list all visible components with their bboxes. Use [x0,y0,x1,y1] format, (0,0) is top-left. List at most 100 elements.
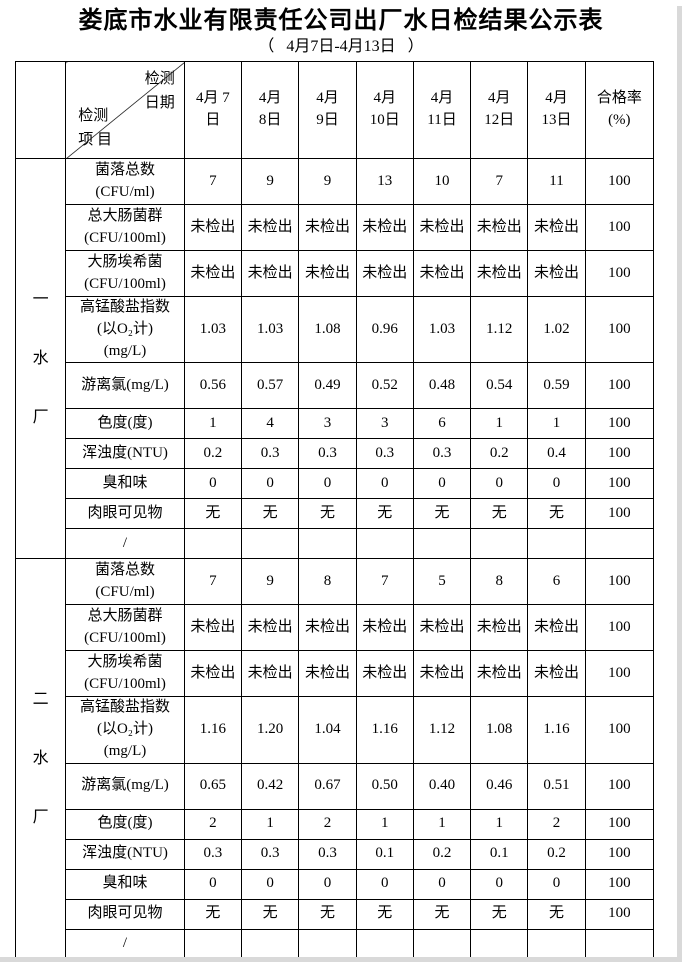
table-row: / [16,928,655,960]
value-cell [183,528,243,560]
value-cell: 13 [355,158,414,205]
table-row: / [16,528,655,560]
value-cell: 0.56 [183,362,243,410]
value-cell: 0.2 [183,438,243,470]
rate-cell: 100 [584,362,655,410]
value-cell: 0 [470,868,529,900]
value-cell: 未检出 [183,604,243,652]
results-table: 检测 日期 检测 项 目 4月 7 日 4月 8日 4月 9日 4月 10日 4月 11… [14,61,655,960]
value-cell: 11 [527,158,586,205]
row-label: 游离氯(mg/L) [65,762,185,810]
value-cell [470,528,529,560]
rate-cell: 100 [584,650,655,698]
value-cell: 2 [527,808,586,840]
rate-header: 合格率 (%) [584,61,655,159]
table-row: 臭和味 0 0 0 0 0 0 0 100 [16,468,655,500]
value-cell: 1.16 [527,696,586,764]
rate-cell: 100 [584,204,655,251]
value-cell: 0 [298,468,357,500]
value-cell: 无 [412,898,472,930]
value-cell: 7 [355,558,414,606]
value-cell: 0.2 [470,438,529,470]
value-cell: 未检出 [527,650,586,698]
rate-cell: 100 [584,808,655,840]
row-label: 菌落总数 (CFU/ml) [65,558,185,606]
rate-cell: 100 [584,468,655,500]
value-cell: 0.3 [412,438,472,470]
plant-label: 二水厂 [14,558,67,960]
value-cell: 1.08 [298,295,357,364]
rate-cell: 100 [584,838,655,870]
value-cell: 未检出 [241,250,300,297]
value-cell: 未检出 [183,204,243,251]
value-cell: 0.48 [412,362,472,410]
value-cell: 6 [412,408,472,440]
value-cell: 未检出 [470,250,529,297]
value-cell: 未检出 [241,604,300,652]
row-label: / [65,928,185,960]
header-row: 检测 日期 检测 项 目 4月 7 日 4月 8日 4月 9日 4月 10日 4月 11… [14,61,655,159]
value-cell: 0.4 [527,438,586,470]
row-label: 肉眼可见物 [65,898,185,930]
rate-cell: 100 [584,295,655,364]
value-cell: 未检出 [241,204,300,251]
value-cell: 1 [183,408,243,440]
table-row: 总大肠菌群 (CFU/100ml) 未检出 未检出 未检出 未检出 未检出 未检出 未检出 10… [16,604,655,652]
row-label: 菌落总数 (CFU/ml) [65,158,185,205]
value-cell: 无 [298,498,357,530]
header-empty-cell [14,61,67,159]
value-cell: 未检出 [527,250,586,297]
value-cell: 8 [298,558,357,606]
value-cell: 0.2 [527,838,586,870]
value-cell: 2 [183,808,243,840]
value-cell: 无 [183,898,243,930]
value-cell: 1.02 [527,295,586,364]
value-cell: 未检出 [298,650,357,698]
value-cell: 未检出 [470,604,529,652]
date-header: 4月 10日 [355,61,414,159]
value-cell: 0.52 [355,362,414,410]
value-cell: 0 [412,868,472,900]
value-cell: 0 [355,468,414,500]
corner-item-label: 检测 项 目 [78,108,112,148]
value-cell [298,928,357,960]
value-cell: 无 [355,498,414,530]
value-cell: 0.1 [470,838,529,870]
row-label: 肉眼可见物 [65,498,185,530]
value-cell: 0.51 [527,762,586,810]
value-cell: 0.49 [298,362,357,410]
row-label: 浑浊度(NTU) [65,438,185,470]
value-cell: 9 [298,158,357,205]
value-cell: 0 [298,868,357,900]
value-cell: 1.20 [241,696,300,764]
value-cell [183,928,243,960]
value-cell: 7 [470,158,529,205]
value-cell: 未检出 [298,250,357,297]
value-cell [527,928,586,960]
value-cell: 1.08 [470,696,529,764]
date-header: 4月 12日 [470,61,529,159]
table-row: 游离氯(mg/L) 0.56 0.57 0.49 0.52 0.48 0.54 0.59 100 [16,362,655,410]
value-cell: 0 [241,468,300,500]
value-cell: 无 [298,898,357,930]
plant-label: 一水厂 [14,157,67,560]
value-cell: 无 [241,498,300,530]
rate-cell [584,528,655,560]
value-cell: 0.54 [470,362,529,410]
value-cell: 10 [412,158,472,205]
value-cell: 0.57 [241,362,300,410]
value-cell: 0 [527,868,586,900]
value-cell: 1 [527,408,586,440]
row-label: 高锰酸盐指数 (以O₂计) (mg/L) [65,295,185,364]
value-cell: 未检出 [241,650,300,698]
date-header: 4月 7 日 [183,61,243,159]
row-label: 总大肠菌群 (CFU/100ml) [65,604,185,652]
value-cell: 1 [470,808,529,840]
value-cell: 7 [183,558,243,606]
value-cell: 2 [298,808,357,840]
table-row: 臭和味 0 0 0 0 0 0 0 100 [16,868,655,900]
value-cell: 无 [527,498,586,530]
row-label: 色度(度) [65,408,185,440]
rate-cell: 100 [584,762,655,810]
rate-cell: 100 [584,604,655,652]
